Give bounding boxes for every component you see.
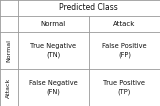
Text: Attack: Attack — [6, 77, 11, 98]
Text: False Negative
(FN): False Negative (FN) — [29, 80, 78, 95]
Text: True Negative
(TN): True Negative (TN) — [30, 43, 76, 58]
Text: Attack: Attack — [113, 21, 136, 27]
Text: False Positive
(FP): False Positive (FP) — [102, 43, 147, 58]
Text: Predicted Class: Predicted Class — [59, 3, 118, 12]
Text: Normal: Normal — [41, 21, 66, 27]
Text: True Positive
(TP): True Positive (TP) — [103, 80, 145, 95]
Text: Normal: Normal — [6, 39, 11, 62]
